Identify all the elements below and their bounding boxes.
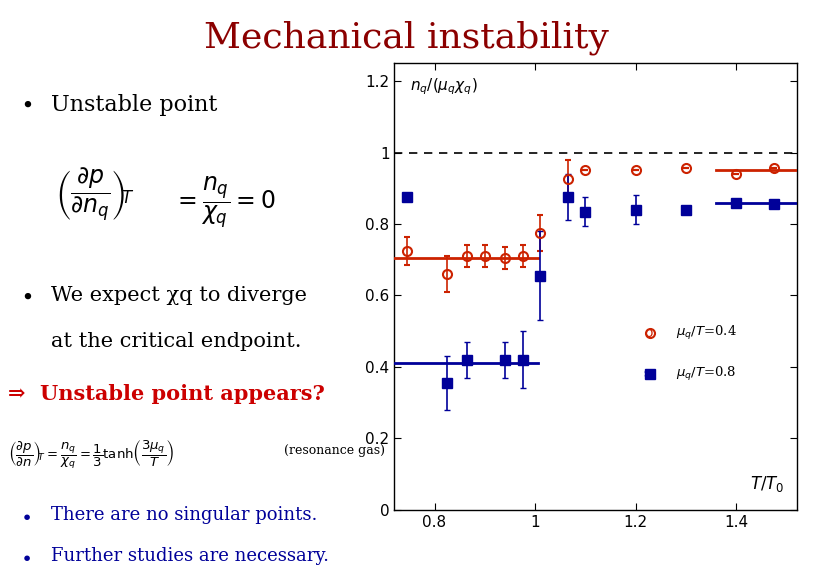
Text: at the critical endpoint.: at the critical endpoint. <box>51 332 302 351</box>
Text: $\bullet$: $\bullet$ <box>20 506 31 525</box>
Text: $\left(\dfrac{\partial p}{\partial n}\right)_{\!\!T} = \dfrac{n_q}{\chi_q} = \df: $\left(\dfrac{\partial p}{\partial n}\ri… <box>8 439 175 471</box>
Text: There are no singular points.: There are no singular points. <box>51 506 318 524</box>
Text: s: s <box>644 367 651 380</box>
Text: $T/T_0$: $T/T_0$ <box>750 474 785 494</box>
Text: ⇒  Unstable point appears?: ⇒ Unstable point appears? <box>8 384 324 404</box>
Text: o: o <box>644 327 652 340</box>
Text: (resonance gas): (resonance gas) <box>284 444 385 457</box>
Text: We expect χq to diverge: We expect χq to diverge <box>51 286 307 305</box>
Text: Mechanical instability: Mechanical instability <box>204 20 609 55</box>
Text: $\left(\dfrac{\partial p}{\partial n_q}\right)_{\!\!T}$: $\left(\dfrac{\partial p}{\partial n_q}\… <box>55 166 135 223</box>
Text: Unstable point: Unstable point <box>51 94 218 116</box>
Text: Further studies are necessary.: Further studies are necessary. <box>51 547 329 566</box>
Text: $= \dfrac{n_q}{\chi_q} = 0$: $= \dfrac{n_q}{\chi_q} = 0$ <box>173 175 276 230</box>
Text: $\bullet$: $\bullet$ <box>20 286 32 306</box>
Text: $\mu_q/T$=0.4: $\mu_q/T$=0.4 <box>676 324 737 342</box>
Text: $\bullet$: $\bullet$ <box>20 547 31 566</box>
Text: $\mu_q/T$=0.8: $\mu_q/T$=0.8 <box>676 365 736 382</box>
Text: $n_q/(\mu_q\chi_q)$: $n_q/(\mu_q\chi_q)$ <box>411 77 478 97</box>
Text: $\bullet$: $\bullet$ <box>20 94 32 114</box>
